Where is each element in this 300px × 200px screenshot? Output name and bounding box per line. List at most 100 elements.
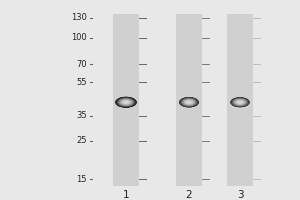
Ellipse shape — [122, 100, 130, 104]
Text: 2: 2 — [186, 190, 192, 200]
Ellipse shape — [121, 99, 131, 105]
Text: 70: 70 — [76, 60, 87, 69]
Ellipse shape — [187, 101, 191, 103]
Ellipse shape — [237, 101, 243, 104]
Ellipse shape — [180, 98, 198, 107]
Text: 35: 35 — [76, 111, 87, 120]
Ellipse shape — [124, 101, 128, 103]
Ellipse shape — [115, 97, 137, 108]
Ellipse shape — [120, 99, 132, 105]
Ellipse shape — [232, 98, 248, 106]
Ellipse shape — [117, 98, 135, 107]
Ellipse shape — [120, 99, 132, 105]
Ellipse shape — [184, 100, 194, 105]
Ellipse shape — [230, 97, 250, 107]
Ellipse shape — [124, 101, 128, 103]
Ellipse shape — [236, 100, 244, 104]
Ellipse shape — [238, 101, 242, 103]
Ellipse shape — [239, 102, 241, 103]
Ellipse shape — [185, 100, 193, 104]
Ellipse shape — [237, 101, 243, 104]
Ellipse shape — [235, 99, 245, 105]
Ellipse shape — [118, 98, 134, 106]
Ellipse shape — [180, 97, 198, 107]
Ellipse shape — [183, 99, 195, 106]
Ellipse shape — [188, 102, 190, 103]
Ellipse shape — [232, 98, 248, 106]
Ellipse shape — [233, 99, 247, 106]
Ellipse shape — [122, 100, 130, 104]
Ellipse shape — [238, 101, 242, 103]
Ellipse shape — [182, 99, 196, 106]
Ellipse shape — [118, 98, 134, 106]
Ellipse shape — [234, 99, 246, 106]
Ellipse shape — [181, 98, 197, 106]
Text: 100: 100 — [71, 33, 87, 42]
Ellipse shape — [116, 97, 136, 107]
Ellipse shape — [123, 101, 129, 104]
Ellipse shape — [184, 99, 194, 105]
Ellipse shape — [119, 99, 133, 106]
Ellipse shape — [238, 101, 242, 103]
Ellipse shape — [180, 98, 198, 107]
Ellipse shape — [230, 97, 250, 107]
Ellipse shape — [234, 99, 246, 105]
Ellipse shape — [231, 98, 249, 107]
Ellipse shape — [116, 97, 136, 107]
Ellipse shape — [179, 97, 199, 107]
Text: 25: 25 — [76, 136, 87, 145]
Ellipse shape — [182, 98, 196, 106]
Ellipse shape — [188, 101, 190, 103]
Text: 3: 3 — [237, 190, 243, 200]
Ellipse shape — [121, 100, 131, 105]
Ellipse shape — [123, 101, 129, 104]
Ellipse shape — [185, 100, 193, 104]
Ellipse shape — [234, 99, 246, 105]
Text: 55: 55 — [76, 78, 87, 87]
Ellipse shape — [125, 102, 127, 103]
Ellipse shape — [116, 97, 136, 108]
Ellipse shape — [122, 100, 130, 105]
Ellipse shape — [183, 99, 195, 105]
Ellipse shape — [184, 100, 194, 105]
Ellipse shape — [233, 99, 247, 106]
Bar — [176, 14, 202, 186]
Ellipse shape — [119, 99, 133, 106]
Ellipse shape — [117, 98, 135, 107]
Ellipse shape — [118, 98, 134, 106]
Ellipse shape — [182, 99, 196, 106]
Bar — [113, 14, 139, 186]
Ellipse shape — [238, 101, 242, 104]
Ellipse shape — [238, 101, 242, 103]
Ellipse shape — [183, 99, 195, 105]
Ellipse shape — [184, 99, 194, 105]
Ellipse shape — [121, 100, 131, 105]
Ellipse shape — [185, 100, 193, 104]
Ellipse shape — [187, 101, 191, 103]
Ellipse shape — [181, 98, 197, 107]
Ellipse shape — [231, 98, 249, 107]
Ellipse shape — [236, 100, 244, 105]
Bar — [227, 14, 253, 186]
Ellipse shape — [237, 100, 243, 104]
Ellipse shape — [236, 100, 244, 104]
Ellipse shape — [124, 101, 128, 103]
Ellipse shape — [119, 99, 133, 106]
Ellipse shape — [179, 97, 199, 107]
Ellipse shape — [180, 97, 198, 107]
Ellipse shape — [120, 99, 132, 105]
Text: 130: 130 — [71, 14, 87, 22]
Ellipse shape — [116, 97, 136, 107]
Ellipse shape — [125, 102, 127, 103]
Ellipse shape — [236, 100, 244, 105]
Ellipse shape — [116, 97, 136, 107]
Ellipse shape — [186, 101, 192, 104]
Ellipse shape — [184, 100, 194, 105]
Ellipse shape — [187, 101, 191, 103]
Ellipse shape — [237, 101, 243, 104]
Text: 1: 1 — [123, 190, 129, 200]
Ellipse shape — [236, 100, 244, 104]
Ellipse shape — [235, 100, 245, 105]
Ellipse shape — [122, 100, 130, 104]
Ellipse shape — [233, 98, 247, 106]
